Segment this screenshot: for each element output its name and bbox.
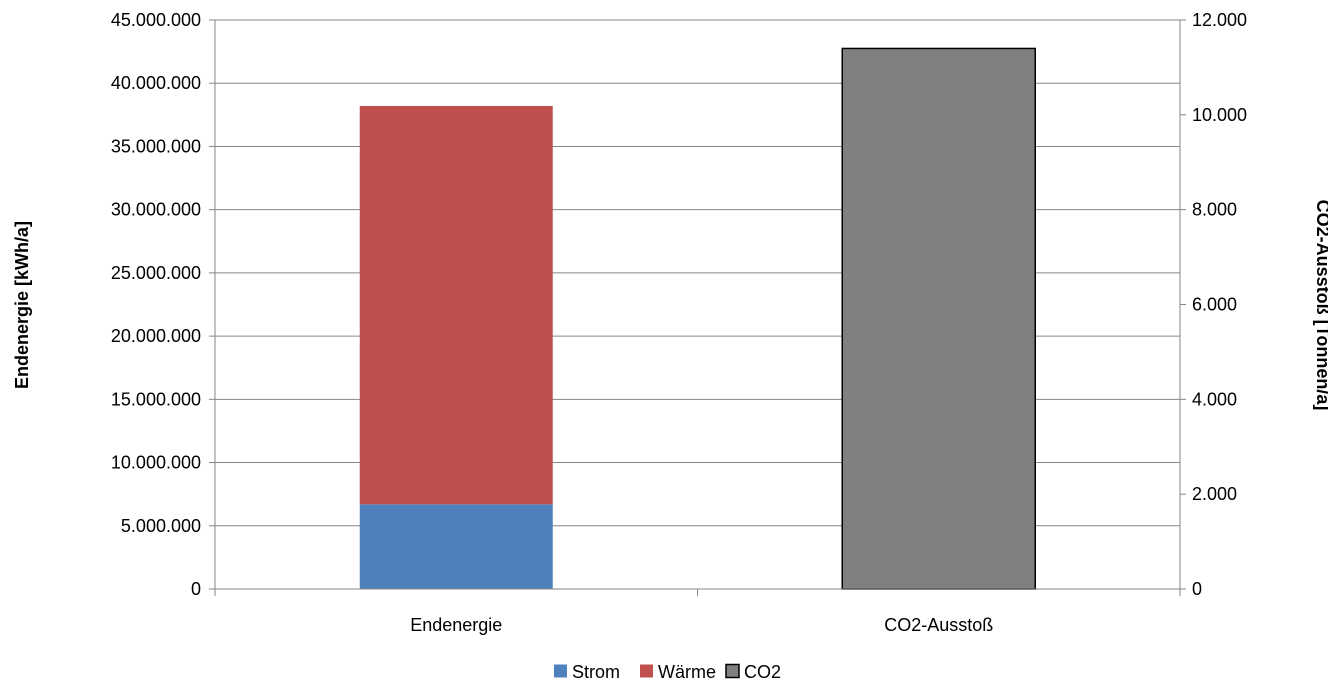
legend-swatch	[554, 664, 567, 678]
y-right-tick-label: 2.000	[1192, 484, 1237, 504]
y-right-tick-label: 10.000	[1192, 105, 1247, 125]
y-left-tick-label: 40.000.000	[111, 73, 201, 93]
y-left-tick-label: 30.000.000	[111, 200, 201, 220]
y-left-tick-label: 5.000.000	[121, 516, 201, 536]
bar-w-rme	[359, 105, 553, 505]
bar-co2	[841, 47, 1036, 590]
legend-swatch	[640, 664, 653, 678]
y-right-tick-label: 12.000	[1192, 10, 1247, 30]
legend-label: CO2	[744, 662, 781, 682]
bar-strom	[359, 504, 553, 589]
y-right-tick-label: 0	[1192, 579, 1202, 599]
y-axis-right-title: CO2-Ausstoß [Tonnen/a]	[1313, 200, 1328, 411]
x-category-label: CO2-Ausstoß	[884, 615, 993, 635]
y-axis-left-ticks: 0 5.000.000 10.000.000 15.000.000 20.000.000…	[111, 10, 215, 599]
y-axis-left-title: Endenergie [kWh/a]	[12, 221, 32, 389]
y-left-tick-label: 45.000.000	[111, 10, 201, 30]
y-left-tick-label: 25.000.000	[111, 263, 201, 283]
legend-label: Strom	[572, 662, 620, 682]
y-left-tick-label: 0	[191, 579, 201, 599]
y-left-tick-label: 20.000.000	[111, 326, 201, 346]
y-left-tick-label: 35.000.000	[111, 136, 201, 156]
legend-swatch	[725, 663, 740, 679]
y-right-tick-label: 4.000	[1192, 389, 1237, 409]
legend: Strom Wärme CO2	[554, 662, 781, 682]
y-right-tick-label: 8.000	[1192, 200, 1237, 220]
legend-label: Wärme	[658, 662, 716, 682]
x-category-label: Endenergie	[410, 615, 502, 635]
y-right-tick-label: 6.000	[1192, 295, 1237, 315]
y-left-tick-label: 10.000.000	[111, 453, 201, 473]
y-axis-right-ticks: 0 2.000 4.000 6.000 8.000 10.000 12.000	[1180, 10, 1247, 599]
y-left-tick-label: 15.000.000	[111, 389, 201, 409]
bars	[359, 47, 1036, 590]
x-axis-category-labels: Endenergie CO2-Ausstoß	[410, 615, 993, 635]
